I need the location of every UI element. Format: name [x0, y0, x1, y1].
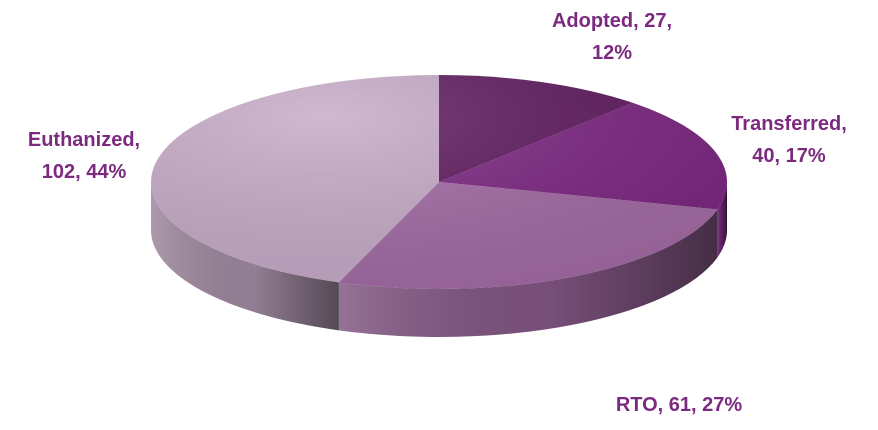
data-label-euthanized: 102, 44% [42, 161, 127, 183]
data-label-adopted: 12% [592, 42, 632, 64]
data-label-rto: RTO, 61, 27% [616, 394, 743, 416]
data-label-transferred: 40, 17% [752, 145, 826, 167]
pie-top-sheen [151, 75, 727, 289]
data-label-adopted: Adopted, 27, [552, 10, 672, 32]
pie-slices [151, 75, 728, 289]
pie-side-shading [717, 182, 727, 258]
pie-sides [151, 182, 727, 337]
pie-side-shading [151, 182, 339, 331]
pie-side-shading [338, 209, 718, 337]
data-label-transferred: Transferred, [731, 113, 847, 135]
data-label-euthanized: Euthanized, [28, 129, 140, 151]
data-labels: Adopted, 27, 12% Transferred, 40, 17% RTO, 6… [28, 10, 847, 416]
